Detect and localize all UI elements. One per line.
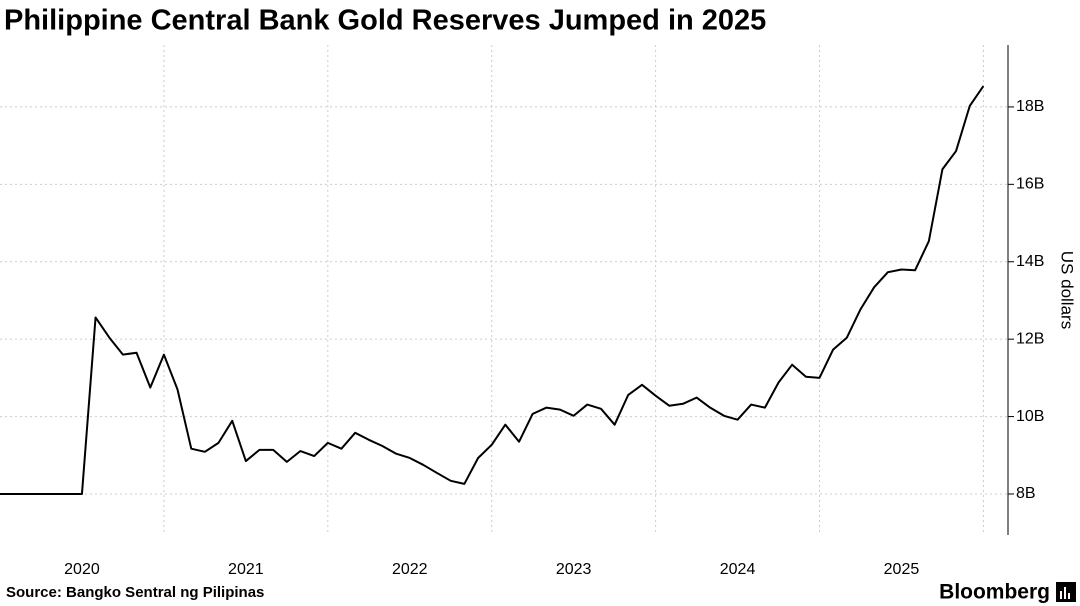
y-tick-label: 14B [1016, 253, 1044, 270]
x-tick-label: 2024 [720, 561, 756, 578]
y-tick-label: 16B [1016, 176, 1044, 193]
x-tick-label: 2021 [228, 561, 264, 578]
y-axis-label: US dollars [1058, 251, 1077, 329]
x-tick-label: 2023 [556, 561, 592, 578]
line [0, 85, 985, 495]
chart-title: Philippine Central Bank Gold Reserves Ju… [4, 5, 766, 37]
x-tick-label: 2020 [64, 561, 100, 578]
x-tick-label: 2022 [392, 561, 428, 578]
source: Source: Bangko Sentral ng Pilipinas [6, 584, 264, 601]
y-tick-label: 12B [1016, 330, 1044, 347]
brand-icon [1056, 582, 1076, 602]
y-tick-label: 10B [1016, 408, 1044, 425]
y-tick-label: 18B [1016, 98, 1044, 115]
brand: Bloomberg [939, 581, 1050, 604]
y-tick-label: 8B [1016, 485, 1036, 502]
x-tick-label: 2025 [884, 561, 920, 578]
